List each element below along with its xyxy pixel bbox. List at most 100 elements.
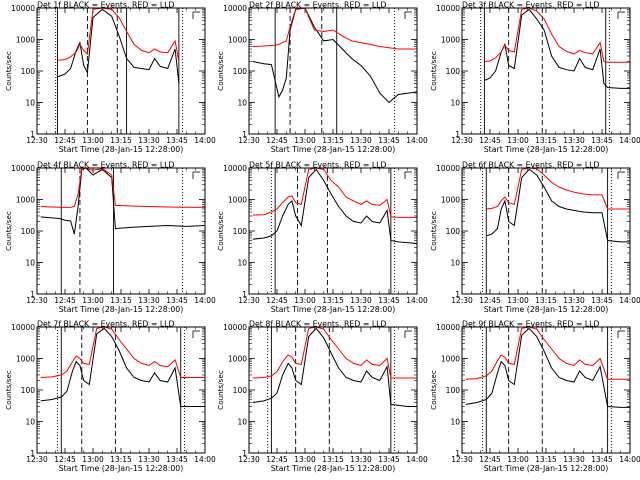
y-axis-label: Counts/sec <box>4 51 13 91</box>
x-tick-label: 13:15 <box>110 296 132 305</box>
x-tick-label: 13:00 <box>507 136 529 145</box>
chart-panel-8: 1 10 100 1000 10000 12:30 12:45 13:00 13:15 13:30… <box>216 320 428 474</box>
x-tick-label: 12:45 <box>266 455 288 464</box>
y-tick-label: 1000 <box>441 196 460 205</box>
y-tick-label: 10 <box>25 259 35 268</box>
x-tick-label: 12:30 <box>26 455 48 464</box>
lld-series-line <box>252 8 417 50</box>
x-tick-label: 13:30 <box>563 455 585 464</box>
y-axis-label: Counts/sec <box>429 211 438 251</box>
x-tick-label: 14:00 <box>619 296 640 305</box>
plot-frame <box>36 326 206 454</box>
x-axis-label: Start Time (28-Jan-15 12:28:00) <box>484 145 609 154</box>
y-tick-label: 10 <box>237 418 247 427</box>
x-axis-label: Start Time (28-Jan-15 12:28:00) <box>484 305 609 314</box>
lld-series-line <box>252 327 417 379</box>
y-tick-label: 10000 <box>436 323 460 332</box>
x-tick-label: 13:15 <box>535 136 557 145</box>
x-tick-label: 12:45 <box>266 296 288 305</box>
y-tick-label: 10000 <box>11 164 35 173</box>
x-tick-label: 12:30 <box>451 296 473 305</box>
y-axis-label: Counts/sec <box>429 370 438 410</box>
x-tick-label: 13:00 <box>294 136 316 145</box>
y-tick-label: 10 <box>237 99 247 108</box>
x-axis-label: Start Time (28-Jan-15 12:28:00) <box>59 305 184 314</box>
y-tick-label: 100 <box>21 67 36 76</box>
x-tick-label: 13:30 <box>350 296 372 305</box>
x-tick-label: 13:30 <box>563 296 585 305</box>
y-tick-label: 10 <box>450 259 460 268</box>
x-tick-label: 13:00 <box>294 296 316 305</box>
x-tick-label: 13:45 <box>378 296 400 305</box>
x-tick-label: 12:30 <box>238 136 260 145</box>
y-tick-label: 1 <box>242 130 247 139</box>
y-tick-label: 1 <box>30 449 35 458</box>
lld-series-line <box>465 327 630 380</box>
x-tick-label: 13:45 <box>166 296 188 305</box>
y-tick-label: 10000 <box>11 4 35 13</box>
chart-panel-1: 1 10 100 1000 10000 12:30 12:45 13:00 13:15 13:30… <box>4 1 216 155</box>
plot-frame <box>461 7 631 135</box>
chart-title: Det 7f BLACK = Events, RED = LLD <box>37 320 175 329</box>
x-axis-label: Start Time (28-Jan-15 12:28:00) <box>59 464 184 473</box>
lld-series-line <box>486 168 630 210</box>
x-axis-label: Start Time (28-Jan-15 12:28:00) <box>59 145 184 154</box>
y-tick-label: 1000 <box>228 355 247 364</box>
x-tick-label: 13:30 <box>350 455 372 464</box>
chart-title: Det 4f BLACK = Events, RED = LLD <box>37 161 175 170</box>
x-tick-label: 12:30 <box>26 296 48 305</box>
x-tick-label: 12:45 <box>54 455 76 464</box>
x-tick-label: 13:00 <box>294 455 316 464</box>
x-tick-label: 13:15 <box>110 136 132 145</box>
x-tick-label: 12:30 <box>451 136 473 145</box>
y-tick-label: 100 <box>446 386 461 395</box>
y-tick-label: 1 <box>242 290 247 299</box>
x-tick-label: 14:00 <box>619 455 640 464</box>
x-tick-label: 12:30 <box>451 455 473 464</box>
events-series-line <box>484 8 630 89</box>
y-tick-label: 10000 <box>436 4 460 13</box>
x-tick-label: 14:00 <box>194 136 216 145</box>
x-axis-label: Start Time (28-Jan-15 12:28:00) <box>271 464 396 473</box>
x-tick-label: 12:45 <box>479 455 501 464</box>
y-tick-label: 100 <box>21 227 36 236</box>
lld-series-line <box>40 327 205 378</box>
y-tick-label: 10 <box>450 418 460 427</box>
x-axis-label: Start Time (28-Jan-15 12:28:00) <box>271 305 396 314</box>
x-tick-label: 13:30 <box>350 136 372 145</box>
y-axis-label: Counts/sec <box>429 51 438 91</box>
x-tick-label: 12:45 <box>54 136 76 145</box>
lld-series-line <box>252 168 417 218</box>
y-tick-label: 1000 <box>441 355 460 364</box>
x-tick-label: 12:45 <box>266 136 288 145</box>
y-tick-label: 1 <box>455 449 460 458</box>
x-tick-label: 13:45 <box>166 136 188 145</box>
plot-frame <box>248 7 418 135</box>
y-tick-label: 10000 <box>223 164 247 173</box>
y-axis-label: Counts/sec <box>4 211 13 251</box>
chart-title: Det 8f BLACK = Events, RED = LLD <box>249 320 387 329</box>
events-series-line <box>252 327 417 407</box>
chart-panel-3: 1 10 100 1000 10000 12:30 12:45 13:00 13:15 13:30… <box>429 1 640 155</box>
x-tick-label: 12:45 <box>479 296 501 305</box>
events-series-line <box>40 327 205 407</box>
x-tick-label: 13:45 <box>591 136 613 145</box>
x-tick-label: 13:00 <box>82 455 104 464</box>
chart-title: Det 3f BLACK = Events, RED = LLD <box>462 1 600 10</box>
chart-title: Det 1f BLACK = Events, RED = LLD <box>37 1 175 10</box>
x-tick-label: 13:15 <box>535 455 557 464</box>
y-axis-label: Counts/sec <box>4 370 13 410</box>
x-tick-label: 13:00 <box>82 296 104 305</box>
y-tick-label: 100 <box>446 227 461 236</box>
y-tick-label: 1000 <box>16 36 35 45</box>
y-tick-label: 1 <box>30 130 35 139</box>
x-tick-label: 14:00 <box>194 455 216 464</box>
y-tick-label: 100 <box>233 386 248 395</box>
events-series-line <box>252 8 417 104</box>
lld-series-line <box>40 168 205 208</box>
x-tick-label: 13:00 <box>507 296 529 305</box>
y-axis-label: Counts/sec <box>216 211 225 251</box>
x-tick-label: 13:00 <box>507 455 529 464</box>
x-tick-label: 13:45 <box>378 455 400 464</box>
